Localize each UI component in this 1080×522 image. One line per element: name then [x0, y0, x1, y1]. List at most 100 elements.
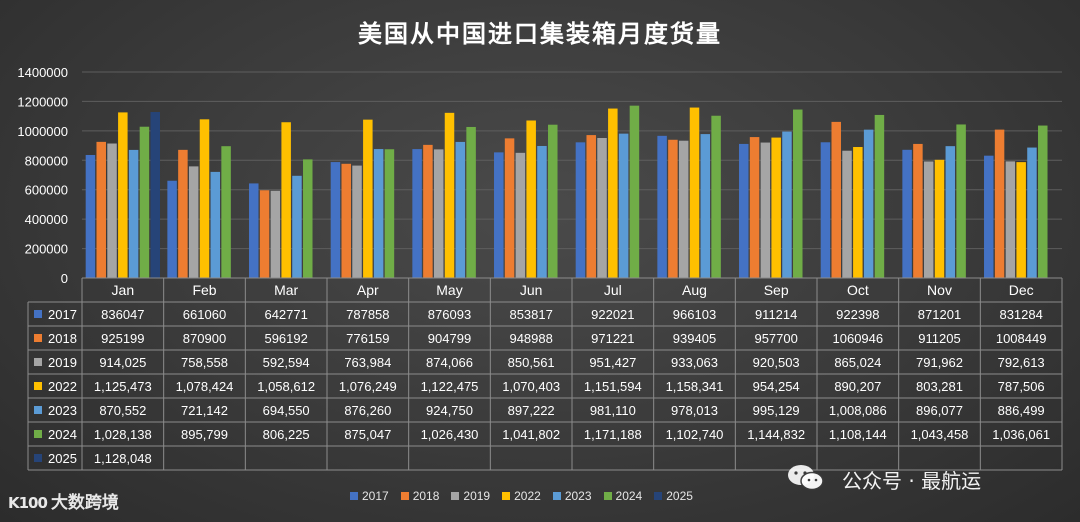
bar-2019-jun: [515, 152, 526, 278]
bar-2018-aug: [668, 139, 678, 278]
bar-2017-sep: [739, 143, 749, 278]
bar-2024-nov: [956, 124, 966, 278]
data-label: 933,063: [671, 355, 718, 370]
bar-2017-feb: [167, 180, 177, 278]
bar-2018-feb: [178, 149, 188, 278]
data-label: 876,260: [344, 403, 391, 418]
data-label: 890,207: [834, 379, 881, 394]
data-label: 911205: [918, 331, 960, 346]
data-label: 876093: [428, 307, 471, 322]
bar-2024-aug: [711, 115, 721, 278]
data-label: 914,025: [99, 355, 146, 370]
data-label: 951,427: [589, 355, 636, 370]
bar-2019-feb: [188, 166, 199, 278]
legend-item-2024: 2024: [603, 489, 642, 503]
bar-2022-jun: [526, 120, 536, 279]
legend-label: 2022: [514, 489, 541, 503]
wechat-icon: [788, 465, 824, 491]
legend-item-2022: 2022: [502, 489, 541, 503]
bar-2018-nov: [913, 143, 923, 278]
data-label: 1,108,144: [829, 427, 887, 442]
data-label: 874,066: [426, 355, 473, 370]
legend-label: 2018: [412, 489, 440, 503]
bar-2019-apr: [352, 165, 362, 278]
data-label: 806,225: [263, 427, 310, 442]
bar-2022-apr: [363, 119, 373, 278]
bar-2024-jul: [629, 105, 640, 278]
data-label: 853817: [509, 307, 552, 322]
bar-2024-mar: [303, 159, 313, 278]
data-label: 831284: [999, 307, 1042, 322]
bar-2018-mar: [259, 190, 270, 278]
bar-2018-oct: [831, 121, 841, 278]
legend-swatch: [654, 492, 663, 500]
data-label: 694,550: [263, 403, 310, 418]
data-label: 596192: [264, 331, 307, 346]
legend-item-2025: 2025: [654, 489, 693, 503]
data-label: 758,558: [181, 355, 228, 370]
bar-2018-may: [423, 144, 433, 278]
data-label: 925199: [101, 331, 144, 346]
data-label: 870900: [183, 331, 226, 346]
bar-2022-oct: [853, 147, 863, 278]
bar-2019-jan: [107, 143, 117, 278]
data-label: 661060: [183, 307, 226, 322]
data-label: 911214: [755, 307, 797, 322]
data-label: 871201: [918, 307, 961, 322]
legend-swatch: [552, 492, 561, 500]
data-label: 897,222: [508, 403, 555, 418]
x-tick-label: Oct: [847, 282, 869, 298]
data-label: 1,026,430: [421, 427, 479, 442]
data-label: 787858: [346, 307, 389, 322]
legend-swatch: [400, 492, 409, 500]
bar-2018-apr: [341, 163, 351, 278]
data-label: 850,561: [508, 355, 555, 370]
data-label: 865,024: [834, 355, 881, 370]
data-label: 922021: [591, 307, 634, 322]
bar-2017-jan: [85, 154, 96, 278]
data-label: 981,110: [590, 403, 636, 418]
data-label: 1,078,424: [176, 379, 234, 394]
y-tick-label: 1000000: [17, 124, 68, 139]
data-label: 791,962: [916, 355, 963, 370]
data-label: 592,594: [263, 355, 310, 370]
data-label: 939405: [673, 331, 716, 346]
legend-label: 2019: [463, 489, 491, 503]
y-tick-label: 1200000: [17, 94, 68, 109]
bar-2019-mar: [270, 190, 281, 278]
bar-2024-feb: [221, 146, 231, 278]
data-label: 1,151,594: [584, 379, 642, 394]
table-series-label: 2017: [48, 307, 77, 322]
data-label: 948988: [509, 331, 552, 346]
data-label: 1,076,249: [339, 379, 397, 394]
bar-2023-oct: [863, 129, 874, 278]
table-series-label: 2022: [48, 379, 77, 394]
bar-2025-jan: [150, 112, 160, 278]
data-label: 904799: [428, 331, 471, 346]
y-tick-label: 200000: [25, 242, 68, 257]
data-label: 1,070,403: [502, 379, 560, 394]
bar-2018-jul: [586, 135, 596, 278]
data-label: 875,047: [344, 427, 391, 442]
x-tick-label: Jan: [112, 282, 135, 298]
x-tick-label: Sep: [764, 282, 789, 298]
y-tick-label: 600000: [25, 183, 68, 198]
data-label: 924,750: [426, 403, 473, 418]
legend-item-2018: 2018: [400, 489, 440, 503]
data-label: 803,281: [916, 379, 963, 394]
legend-swatch: [603, 492, 612, 500]
legend-label: 2023: [564, 489, 592, 503]
brand-logo-text: K100 大数跨境: [8, 488, 119, 513]
data-label: 1,058,612: [257, 379, 315, 394]
data-label: 1008449: [996, 331, 1047, 346]
data-label: 787,506: [998, 379, 1045, 394]
table-legend-swatch-2024: [34, 430, 42, 438]
y-tick-label: 800000: [25, 153, 68, 168]
bar-2024-may: [466, 126, 476, 278]
bar-2018-jan: [96, 141, 106, 278]
legend-swatch: [350, 492, 358, 500]
bar-2022-dec: [1016, 162, 1026, 278]
legend-item-2017: 2017: [350, 489, 389, 503]
data-label: 763,984: [344, 355, 391, 370]
table-legend-swatch-2017: [34, 310, 42, 318]
